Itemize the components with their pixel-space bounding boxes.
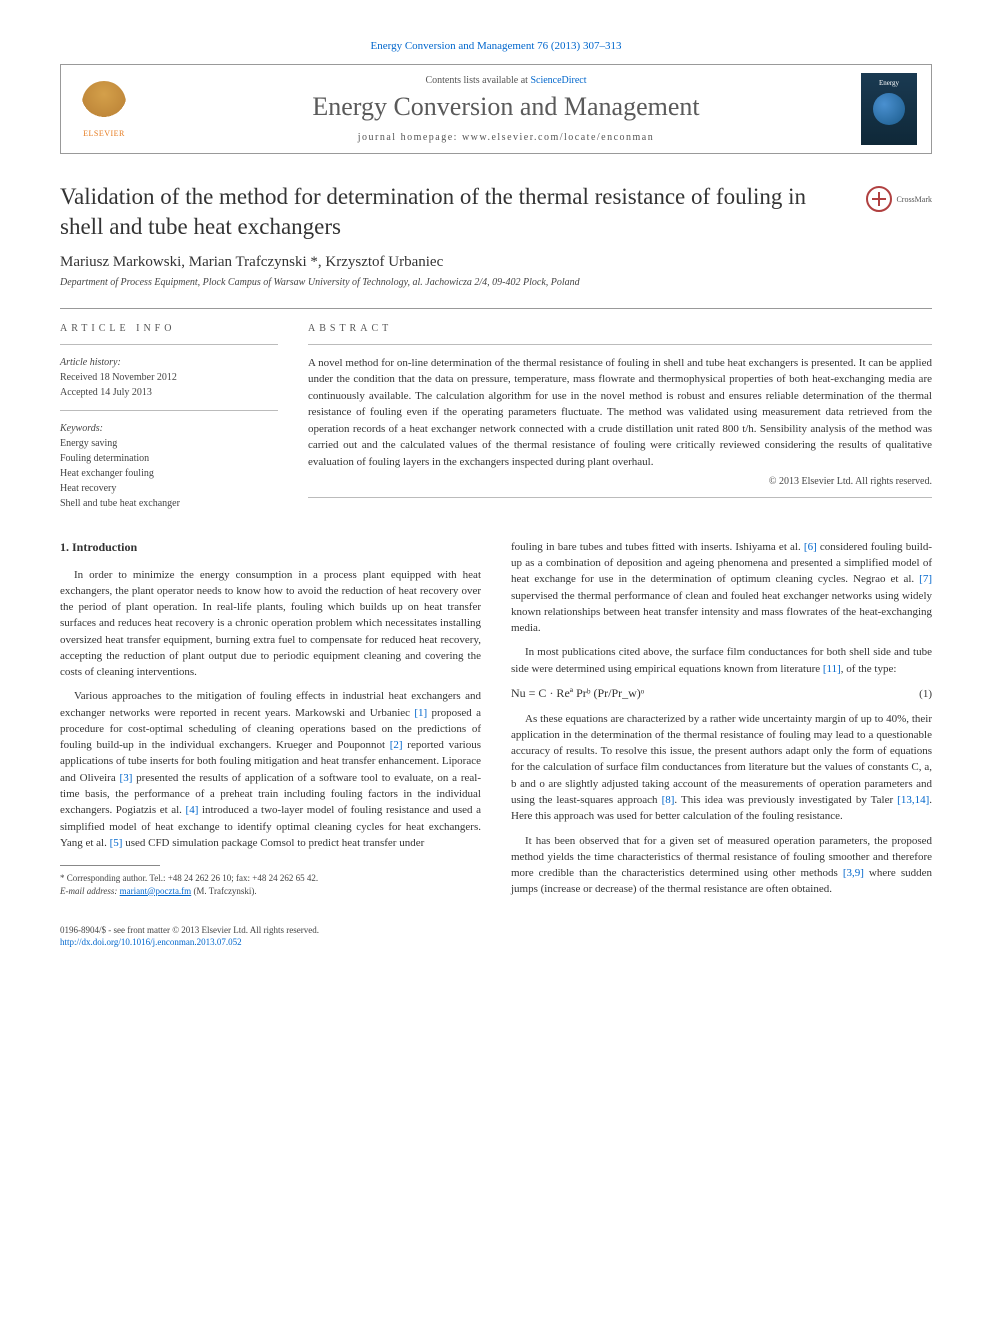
authors: Mariusz Markowski, Marian Trafczynski *,…	[60, 254, 932, 271]
keyword: Heat recovery	[60, 481, 278, 496]
ref-link[interactable]: [6]	[804, 541, 817, 553]
info-divider	[60, 344, 278, 345]
crossmark-badge[interactable]: CrossMark	[866, 186, 932, 212]
keyword: Shell and tube heat exchanger	[60, 496, 278, 511]
text-run: . This idea was previously investigated …	[674, 794, 897, 806]
email-line: E-mail address: mariant@poczta.fm (M. Tr…	[60, 885, 481, 898]
article-title: Validation of the method for determinati…	[60, 182, 848, 242]
equation-number: (1)	[919, 686, 932, 702]
email-suffix: (M. Trafczynski).	[191, 886, 257, 896]
keywords-block: Keywords: Energy saving Fouling determin…	[60, 421, 278, 511]
title-row: Validation of the method for determinati…	[60, 182, 932, 242]
paragraph: It has been observed that for a given se…	[511, 833, 932, 898]
homepage-line: journal homepage: www.elsevier.com/locat…	[151, 132, 861, 143]
intro-heading: 1. Introduction	[60, 539, 481, 557]
contents-line: Contents lists available at ScienceDirec…	[151, 75, 861, 86]
received-date: Received 18 November 2012	[60, 370, 278, 385]
journal-name: Energy Conversion and Management	[151, 92, 861, 122]
bottom-metadata: 0196-8904/$ - see front matter © 2013 El…	[60, 924, 932, 949]
history-label: Article history:	[60, 355, 278, 370]
crossmark-label: CrossMark	[896, 195, 932, 204]
paragraph: As these equations are characterized by …	[511, 711, 932, 825]
abstract-col: ABSTRACT A novel method for on-line dete…	[308, 323, 932, 511]
abstract-divider-bottom	[308, 497, 932, 498]
left-column: 1. Introduction In order to minimize the…	[60, 539, 481, 906]
text-run: supervised the thermal performance of cl…	[511, 590, 932, 635]
paragraph: In most publications cited above, the su…	[511, 644, 932, 677]
ref-link[interactable]: [1]	[414, 707, 427, 719]
corresponding-footnote: * Corresponding author. Tel.: +48 24 262…	[60, 872, 481, 897]
cover-title: Energy	[879, 79, 899, 87]
accepted-date: Accepted 14 July 2013	[60, 385, 278, 400]
equation-row: Nu = C · Reª Prᵇ (Pr/Pr_w)ᵒ (1)	[511, 685, 932, 703]
ref-link[interactable]: [13,14]	[897, 794, 929, 806]
abstract-divider	[308, 344, 932, 345]
ref-link[interactable]: [2]	[390, 739, 403, 751]
article-info-head: ARTICLE INFO	[60, 323, 278, 334]
journal-reference: Energy Conversion and Management 76 (201…	[60, 40, 932, 52]
elsevier-logo: ELSEVIER	[75, 75, 133, 143]
ref-link[interactable]: [8]	[662, 794, 675, 806]
crossmark-icon	[866, 186, 892, 212]
affiliation: Department of Process Equipment, Plock C…	[60, 277, 932, 288]
right-column: fouling in bare tubes and tubes fitted w…	[511, 539, 932, 906]
ref-link[interactable]: [11]	[823, 663, 841, 675]
email-link[interactable]: mariant@poczta.fm	[120, 886, 192, 896]
keyword: Energy saving	[60, 436, 278, 451]
homepage-prefix: journal homepage:	[358, 132, 462, 143]
journal-cover-thumb: Energy	[861, 73, 917, 145]
abstract-head: ABSTRACT	[308, 323, 932, 334]
keyword: Fouling determination	[60, 451, 278, 466]
contents-prefix: Contents lists available at	[425, 75, 530, 86]
article-info-col: ARTICLE INFO Article history: Received 1…	[60, 323, 278, 511]
divider	[60, 308, 932, 309]
text-run: fouling in bare tubes and tubes fitted w…	[511, 541, 804, 553]
text-run: , of the type:	[841, 663, 897, 675]
ref-link[interactable]: [7]	[919, 573, 932, 585]
corr-author-line: * Corresponding author. Tel.: +48 24 262…	[60, 872, 481, 885]
header-center: Contents lists available at ScienceDirec…	[151, 75, 861, 143]
ref-link[interactable]: [3]	[120, 772, 133, 784]
paragraph: Various approaches to the mitigation of …	[60, 688, 481, 851]
info-abstract-row: ARTICLE INFO Article history: Received 1…	[60, 323, 932, 511]
cover-globe-icon	[873, 93, 905, 125]
article-history: Article history: Received 18 November 20…	[60, 355, 278, 400]
text-run: used CFD simulation package Comsol to pr…	[122, 837, 424, 849]
elsevier-label: ELSEVIER	[83, 129, 125, 138]
paragraph: fouling in bare tubes and tubes fitted w…	[511, 539, 932, 637]
ref-link[interactable]: [4]	[186, 804, 199, 816]
info-divider	[60, 410, 278, 411]
email-label: E-mail address:	[60, 886, 120, 896]
homepage-url[interactable]: www.elsevier.com/locate/enconman	[462, 132, 654, 143]
keywords-label: Keywords:	[60, 421, 278, 436]
sciencedirect-link[interactable]: ScienceDirect	[530, 75, 586, 86]
doi-link[interactable]: http://dx.doi.org/10.1016/j.enconman.201…	[60, 937, 242, 947]
front-matter-line: 0196-8904/$ - see front matter © 2013 El…	[60, 924, 932, 937]
page-container: Energy Conversion and Management 76 (201…	[0, 0, 992, 989]
paragraph: In order to minimize the energy consumpt…	[60, 567, 481, 681]
ref-link[interactable]: [3,9]	[843, 867, 864, 879]
ref-link[interactable]: [5]	[110, 837, 123, 849]
footnote-separator	[60, 865, 160, 866]
abstract-text: A novel method for on-line determination…	[308, 355, 932, 471]
text-run: As these equations are characterized by …	[511, 713, 932, 806]
abstract-copyright: © 2013 Elsevier Ltd. All rights reserved…	[308, 476, 932, 487]
body-columns: 1. Introduction In order to minimize the…	[60, 539, 932, 906]
keyword: Heat exchanger fouling	[60, 466, 278, 481]
journal-header-box: ELSEVIER Contents lists available at Sci…	[60, 64, 932, 154]
elsevier-tree-icon	[82, 81, 126, 125]
equation: Nu = C · Reª Prᵇ (Pr/Pr_w)ᵒ	[511, 685, 919, 703]
